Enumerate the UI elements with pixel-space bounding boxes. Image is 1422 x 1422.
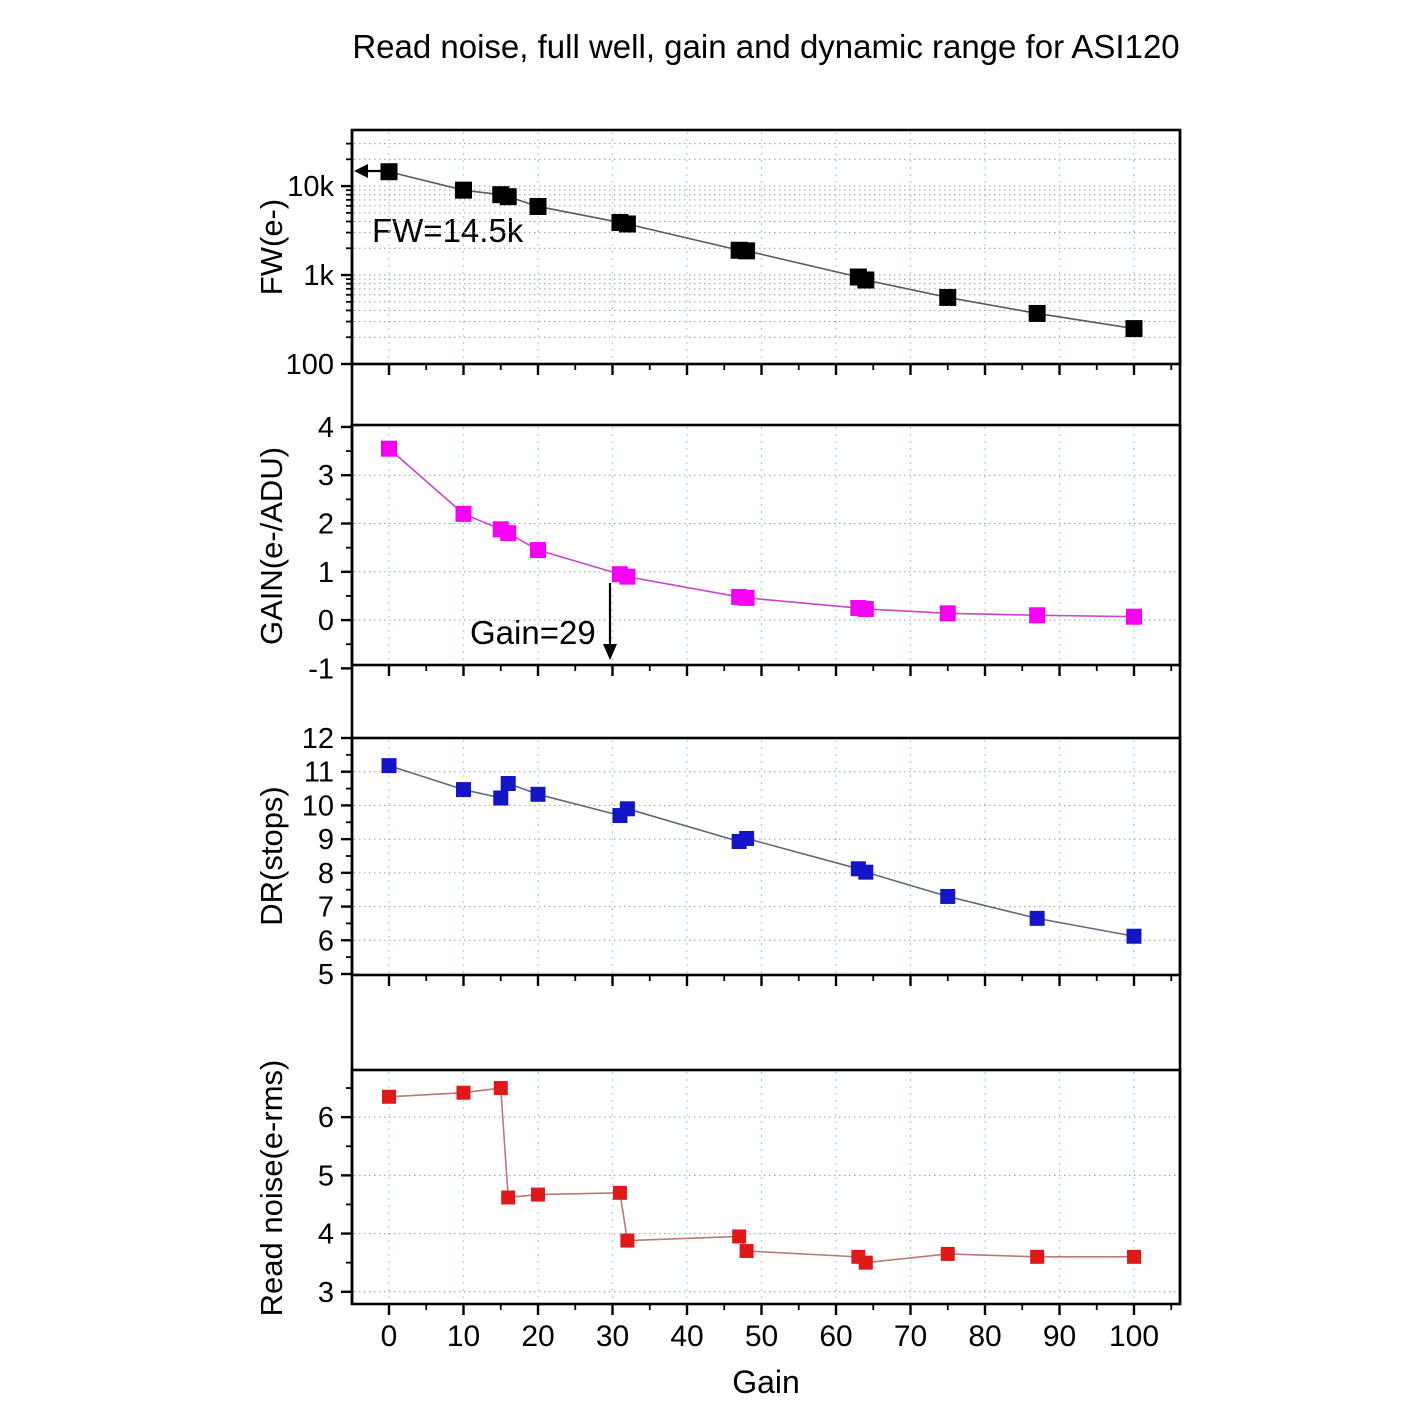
y-tick-label: 100 [286, 349, 334, 381]
gain-panel: 4 3 2 1 0 -1 [308, 412, 1182, 685]
read-noise-data-point [620, 1233, 635, 1248]
y-tick-label: 9 [318, 824, 334, 856]
read-noise-data-point [612, 1185, 627, 1200]
x-tick-label: 40 [670, 1320, 703, 1353]
read-noise-data-point [382, 1089, 396, 1104]
y-tick-label: 7 [318, 892, 334, 924]
x-tick-label: 10 [447, 1320, 480, 1353]
fw-data-point [1028, 304, 1046, 322]
read-noise-data-point [493, 1081, 508, 1096]
fw-data-point [455, 181, 472, 199]
x-tick-label: 90 [1043, 1320, 1076, 1353]
gain-data-point [455, 505, 472, 522]
gain-data-point [939, 605, 956, 622]
dr-data-point [739, 830, 755, 846]
read-noise-series-line [388, 1087, 1134, 1264]
fw-data-point [939, 288, 957, 306]
fw-data-point [857, 271, 875, 289]
dr-data-point [1126, 928, 1142, 944]
gain-data-point [1029, 607, 1046, 624]
fw-data-point [738, 242, 756, 260]
read-noise-data-point [501, 1190, 516, 1205]
annotation-fw: FW=14.5k [372, 212, 524, 249]
gain-data-point [500, 525, 517, 542]
gain-data-point [1126, 608, 1142, 625]
read-noise-data-point [732, 1229, 747, 1244]
y-tick-label: 1k [303, 260, 334, 292]
y-tick-label: 6 [318, 1102, 334, 1134]
gain-data-point [619, 568, 636, 585]
chart-title: Read noise, full well, gain and dynamic … [352, 28, 1180, 65]
read-noise-data-point [531, 1187, 545, 1202]
dr-data-point [530, 786, 546, 802]
dr-data-point [500, 776, 516, 792]
fw-data-point [618, 215, 636, 233]
read-noise-data-point [1030, 1249, 1045, 1264]
y-tick-label: 12 [302, 723, 334, 755]
x-tick-label: 20 [521, 1320, 554, 1353]
read-noise-panel: 6 5 4 3 [318, 1068, 1182, 1315]
dr-data-point [940, 888, 956, 904]
gain-data-point [738, 589, 755, 606]
y-tick-label: 11 [304, 757, 334, 789]
read-noise-panel-border [350, 1068, 1182, 1306]
y-tick-label: 2 [318, 509, 334, 541]
y-tick-label: 5 [318, 959, 334, 991]
fw-data-point [529, 197, 547, 215]
y-tick-label: 0 [318, 605, 334, 637]
dr-panel-border [350, 736, 1182, 977]
y-tick-label: 10 [302, 790, 334, 822]
x-tick-label: 80 [968, 1320, 1001, 1353]
y-tick-label: 8 [318, 858, 334, 890]
y-tick-label: -1 [308, 653, 334, 685]
gain-data-point [381, 440, 397, 457]
read-noise-data-point [1127, 1249, 1141, 1264]
x-tick-label: 100 [1109, 1320, 1159, 1353]
x-tick-label: 60 [819, 1320, 852, 1353]
y-tick-label: 3 [318, 460, 334, 492]
y-tick-label: 10k [287, 171, 334, 203]
x-tick-label: 0 [381, 1320, 398, 1353]
read-noise-data-point [940, 1246, 955, 1261]
x-axis-title: Gain [732, 1364, 800, 1400]
fw-panel: 10k 1k 100 [286, 128, 1182, 381]
y-tick-label: 3 [318, 1277, 334, 1309]
gain-annotation-arrowhead [603, 644, 617, 660]
gain-panel-border [350, 423, 1182, 667]
read-noise-data-point [456, 1085, 471, 1100]
gain-data-point [857, 600, 874, 617]
y-tick-label: 1 [318, 557, 334, 589]
dr-data-point [493, 790, 509, 806]
x-tick-label: 70 [894, 1320, 927, 1353]
dr-data-point [456, 782, 471, 798]
dr-data-point [619, 801, 635, 817]
gain-data-point [530, 542, 546, 559]
y-tick-label: 5 [318, 1160, 334, 1192]
y-tick-label: 6 [318, 925, 334, 957]
dr-data-point [381, 758, 397, 774]
read-noise-data-point [858, 1255, 873, 1270]
x-tick-label: 50 [745, 1320, 778, 1353]
y-tick-label: 4 [318, 1219, 334, 1251]
dr-data-point [1029, 910, 1045, 926]
y-tick-label: 4 [318, 412, 334, 444]
fw-data-point [499, 188, 517, 206]
fw-data-point [1125, 320, 1143, 338]
fw-annotation-arrowhead [354, 164, 368, 178]
read-noise-data-point [739, 1244, 754, 1259]
dr-data-point [858, 864, 874, 880]
x-tick-label: 30 [596, 1320, 629, 1353]
fw-panel-border [350, 128, 1182, 366]
